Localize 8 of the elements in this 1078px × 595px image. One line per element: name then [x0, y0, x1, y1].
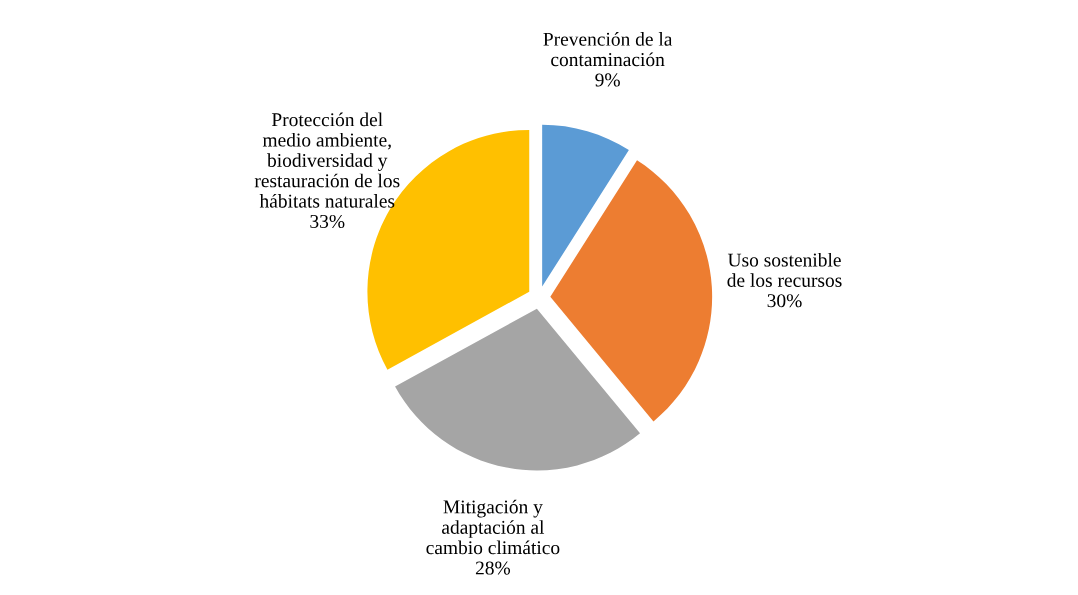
slice-label: Mitigación y adaptación al cambio climático	[426, 499, 560, 555]
data-label: 28%	[475, 561, 511, 575]
data-label: 33%	[310, 214, 345, 229]
data-label: 9%	[595, 73, 620, 87]
slice-label: Prevención de la contaminación	[543, 32, 673, 67]
slice-label: Uso sostenible de los recursos	[727, 252, 842, 287]
slice-label: Protección del medio ambiente, biodiversidad y restauración de los hábitats naturales	[254, 112, 400, 208]
data-label: 30%	[767, 294, 802, 308]
